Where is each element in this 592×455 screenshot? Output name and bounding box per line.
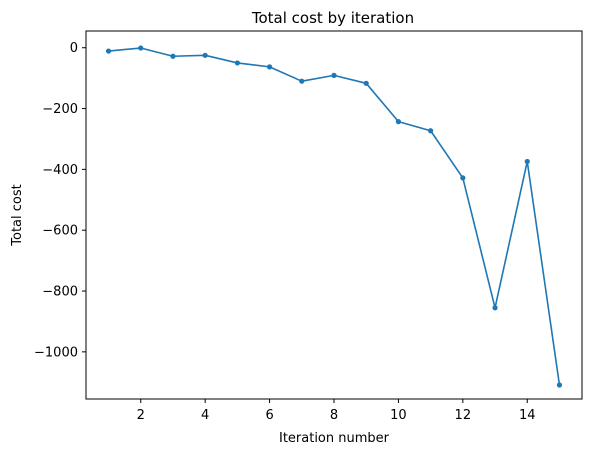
y-tick-label: 0	[70, 41, 78, 56]
data-point	[363, 80, 369, 86]
x-tick-label: 12	[455, 408, 472, 423]
chart-title: Total cost by iteration	[251, 9, 414, 27]
y-tick-label: −1000	[34, 345, 78, 360]
data-point	[556, 382, 563, 388]
data-point	[202, 52, 208, 58]
x-tick-label: 6	[265, 408, 273, 423]
data-point	[170, 53, 176, 59]
y-axis-label: Total cost	[10, 184, 25, 246]
data-point	[234, 60, 240, 66]
x-axis: 2 4 6 8 10 12 14	[137, 399, 536, 423]
y-tick-label: −200	[42, 102, 78, 117]
x-tick-label: 4	[201, 408, 209, 423]
data-point	[331, 72, 337, 78]
data-point	[492, 305, 498, 311]
plot-frame	[85, 30, 583, 400]
data-point	[524, 158, 530, 165]
y-tick-label: −800	[42, 285, 78, 300]
x-tick-label: 8	[330, 408, 338, 423]
data-point	[299, 78, 305, 84]
data-point	[395, 119, 402, 125]
data-point	[138, 45, 144, 51]
plot-area	[85, 30, 583, 400]
y-axis: 0 −200 −400 −600 −800 −1000	[34, 41, 86, 360]
x-tick-label: 14	[519, 408, 536, 423]
y-tick-label: −400	[42, 163, 78, 178]
series-layer	[105, 45, 563, 388]
data-point	[428, 128, 434, 134]
data-point	[266, 64, 273, 70]
data-point	[460, 175, 466, 181]
x-tick-label: 10	[390, 408, 407, 423]
y-tick-label: −600	[42, 224, 78, 239]
x-axis-label: Iteration number	[279, 431, 390, 446]
data-point	[105, 48, 112, 54]
series-line	[107, 47, 561, 386]
x-tick-label: 2	[137, 408, 145, 423]
